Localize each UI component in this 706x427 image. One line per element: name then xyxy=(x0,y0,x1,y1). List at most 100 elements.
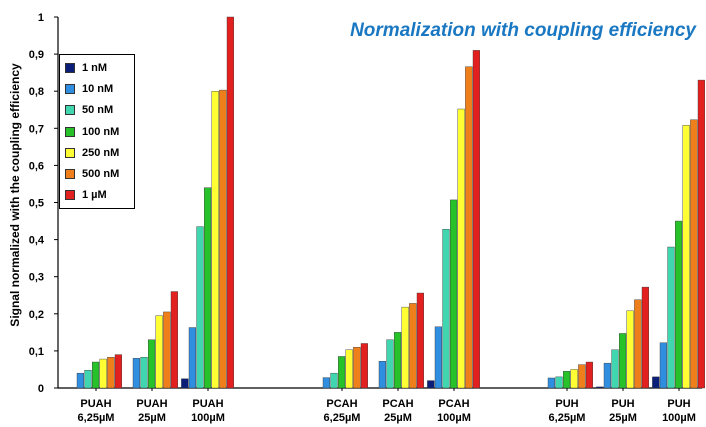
y-tick-label: 0,9 xyxy=(29,49,44,61)
bar xyxy=(330,372,338,389)
legend-swatch xyxy=(65,126,75,137)
y-tick-label: 0,1 xyxy=(29,346,44,358)
bar xyxy=(585,361,594,389)
bar xyxy=(147,339,156,389)
bar xyxy=(211,90,219,389)
legend-swatch xyxy=(65,105,75,116)
chart-legend: 1 nM 10 nM 50 nM 100 nM 250 nM 500 nM 1 µM xyxy=(59,54,135,210)
legend-swatch xyxy=(65,83,75,94)
bar xyxy=(682,125,690,389)
legend-label: 250 nM xyxy=(82,146,120,159)
bar xyxy=(619,333,627,389)
bar xyxy=(555,376,563,389)
legend-item: 1 µM xyxy=(65,185,134,206)
bar xyxy=(360,343,369,389)
x-tick-label: PUAH xyxy=(192,398,223,410)
bar xyxy=(659,342,668,389)
legend-label: 1 µM xyxy=(82,189,107,202)
legend-swatch xyxy=(65,169,75,180)
bar xyxy=(91,361,100,389)
x-tick-label: 25µM xyxy=(384,412,412,424)
x-tick-label: PUAH xyxy=(136,398,167,410)
bar xyxy=(226,16,235,389)
x-tick-label: PUAH xyxy=(80,398,111,410)
bar xyxy=(76,372,85,389)
bar xyxy=(84,369,92,389)
bar xyxy=(603,362,612,389)
y-tick-label: 0 xyxy=(38,383,44,395)
bar xyxy=(155,315,163,389)
bar xyxy=(353,346,361,389)
legend-item: 500 nM xyxy=(65,163,134,184)
y-tick-label: 0,8 xyxy=(29,86,44,98)
bar xyxy=(219,89,227,389)
x-tick-label: 25µM xyxy=(609,412,637,424)
bar xyxy=(634,299,642,389)
bar xyxy=(107,357,115,389)
bar xyxy=(442,229,450,389)
legend-item: 1 nM xyxy=(65,57,134,78)
y-tick-label: 0,5 xyxy=(29,198,44,210)
y-tick-label: 1 xyxy=(38,12,44,24)
bar xyxy=(401,306,409,389)
bar xyxy=(690,119,698,389)
x-tick-label: 100µM xyxy=(662,412,696,424)
bar xyxy=(378,361,387,389)
bar xyxy=(611,349,619,389)
bar xyxy=(338,356,346,389)
legend-item: 100 nM xyxy=(65,121,134,142)
bar xyxy=(570,369,578,389)
bar xyxy=(196,226,204,389)
bar xyxy=(140,357,148,389)
bar xyxy=(188,327,197,389)
bar xyxy=(465,66,473,389)
bar xyxy=(132,358,141,389)
legend-item: 10 nM xyxy=(65,78,134,99)
legend-label: 500 nM xyxy=(82,168,120,181)
bar xyxy=(450,199,458,389)
legend-swatch xyxy=(65,147,75,158)
chart-title: Normalization with coupling efficiency xyxy=(350,20,696,41)
legend-swatch xyxy=(65,190,75,201)
bar xyxy=(114,354,123,389)
y-tick-label: 0,3 xyxy=(29,272,44,284)
bar xyxy=(697,79,706,389)
x-tick-label: 6,25µM xyxy=(78,412,115,424)
legend-label: 10 nM xyxy=(82,82,114,95)
bar xyxy=(394,332,402,389)
x-tick-label: 6,25µM xyxy=(549,412,586,424)
y-axis-label-box: Signal normalized with the coupling effi… xyxy=(0,0,30,427)
bar xyxy=(170,291,179,389)
bar xyxy=(386,339,394,389)
x-tick-label: PUH xyxy=(667,398,690,410)
x-tick-label: 25µM xyxy=(138,412,166,424)
bar xyxy=(472,50,481,389)
bar xyxy=(322,377,331,389)
bar xyxy=(563,371,571,389)
bar xyxy=(652,376,660,389)
y-tick-label: 0,7 xyxy=(29,123,44,135)
bar xyxy=(667,246,675,389)
bar xyxy=(578,364,586,389)
bar xyxy=(345,349,353,389)
x-tick-label: PCAH xyxy=(382,398,413,410)
bar xyxy=(416,292,425,389)
x-tick-label: PUH xyxy=(611,398,634,410)
bar xyxy=(641,286,650,389)
bar xyxy=(181,378,189,389)
bar xyxy=(427,380,435,389)
bar xyxy=(626,310,634,389)
x-tick-label: PCAH xyxy=(438,398,469,410)
legend-label: 1 nM xyxy=(82,61,108,74)
y-axis-label: Signal normalized with the coupling effi… xyxy=(8,63,22,327)
legend-item: 250 nM xyxy=(65,142,134,163)
bar xyxy=(409,303,417,389)
x-tick-label: PUH xyxy=(555,398,578,410)
y-tick-label: 0,2 xyxy=(29,309,44,321)
legend-item: 50 nM xyxy=(65,100,134,121)
x-tick-label: 6,25µM xyxy=(324,412,361,424)
bar xyxy=(457,108,465,389)
legend-label: 50 nM xyxy=(82,104,114,117)
bar xyxy=(675,220,683,389)
